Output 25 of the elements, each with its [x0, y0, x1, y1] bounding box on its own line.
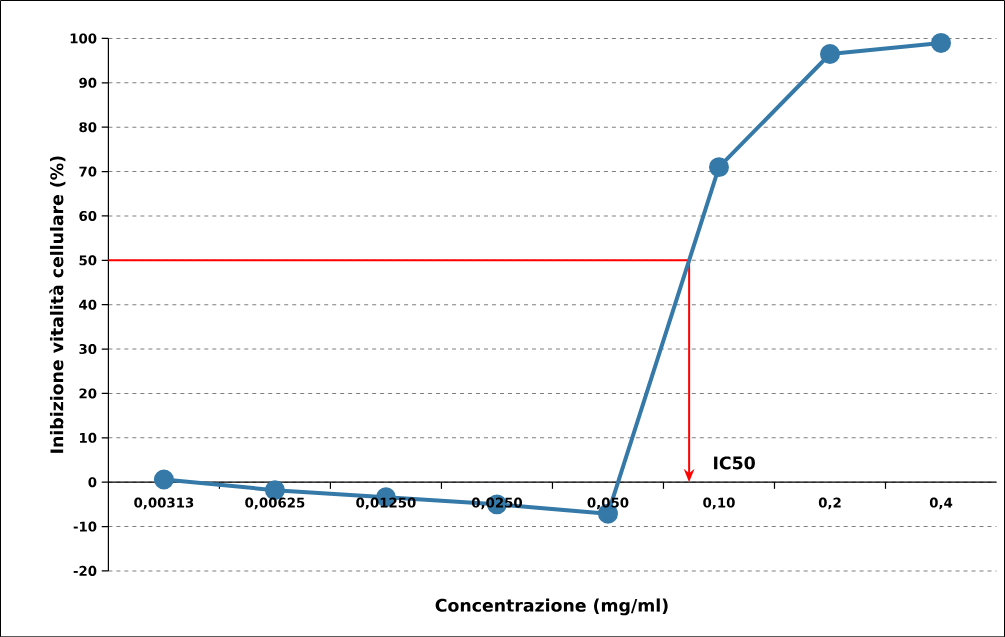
y-tick-label: 30: [79, 343, 97, 354]
y-tick-label: 60: [79, 210, 97, 221]
y-tick-label: -10: [73, 521, 97, 532]
y-tick-label: 90: [79, 77, 97, 88]
y-tick-label: 0: [88, 476, 97, 488]
x-axis-title: Concentrazione (mg/ml): [435, 598, 668, 616]
y-tick-label: 10: [80, 432, 97, 443]
x-tick-label: 0,10: [703, 497, 735, 510]
y-tick-label: -20: [73, 565, 97, 576]
y-axis-title: Inibizione vitalità cellulare (%): [49, 156, 66, 453]
annotation: IC50: [714, 456, 755, 470]
y-tick-label: 80: [79, 121, 97, 133]
y-tick-label: 100: [70, 33, 97, 44]
x-tick-label: 0,00313: [134, 497, 194, 510]
y-tick-label: 40: [79, 299, 97, 310]
point: [820, 43, 840, 64]
x-tick-label: 0,4: [929, 497, 953, 510]
point: [708, 156, 729, 177]
x-tick-label: 0,00625: [245, 497, 305, 510]
y-tick-label: 70: [79, 166, 97, 177]
x-tick-label: 0,2: [818, 497, 841, 510]
point: [153, 469, 174, 490]
y-tick-label: 20: [79, 388, 97, 399]
point: [931, 32, 951, 53]
y-tick-label: 50: [79, 255, 97, 266]
